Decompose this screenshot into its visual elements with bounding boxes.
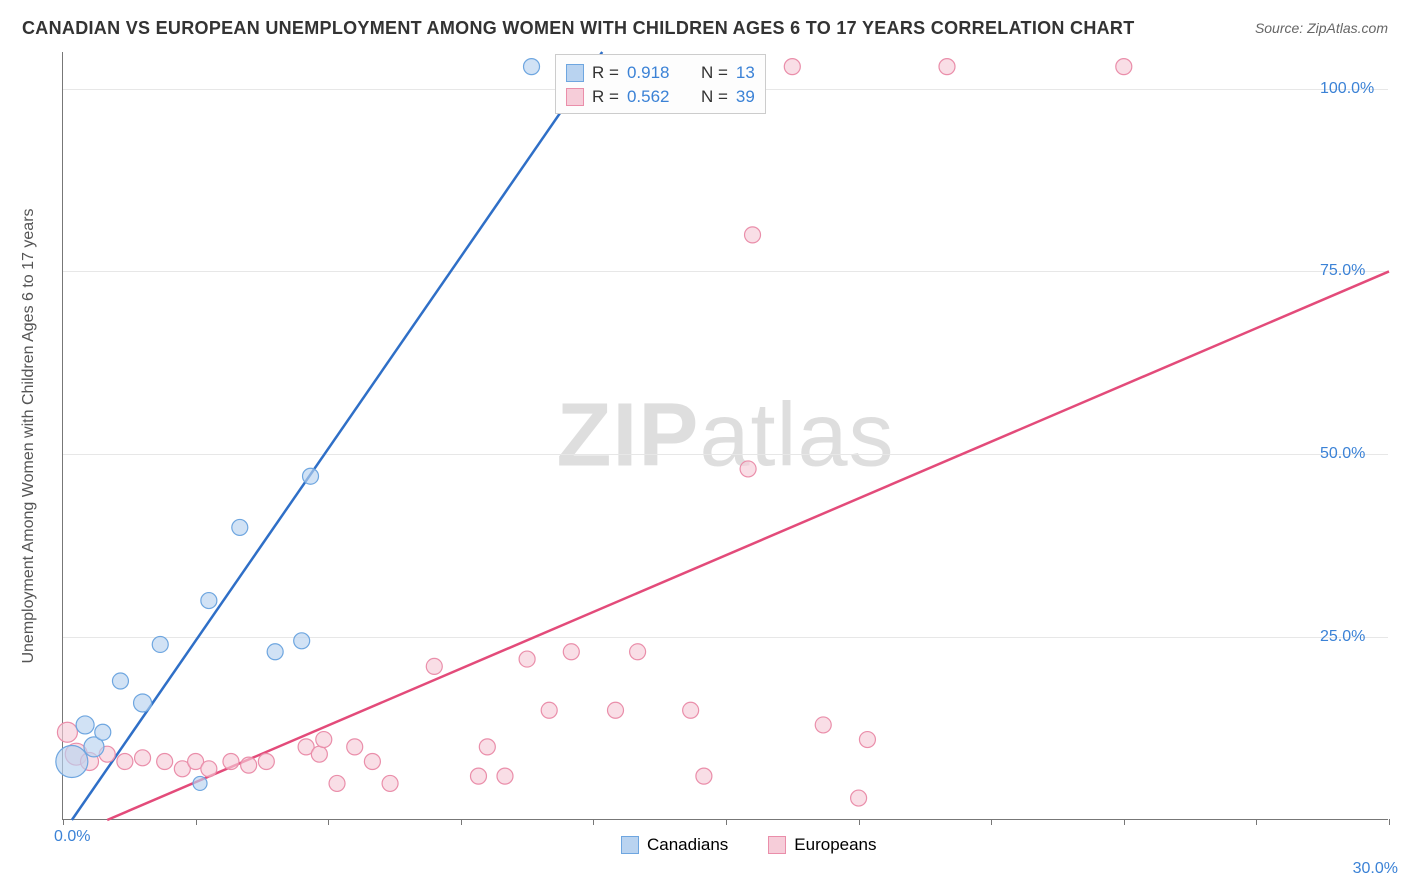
n-label: N = (701, 61, 728, 85)
y-axis-label: Unemployment Among Women with Children A… (20, 208, 38, 663)
swatch-canadians (566, 64, 584, 82)
n-label: N = (701, 85, 728, 109)
correlation-legend: R = 0.918 N = 13 R = 0.562 N = 39 (555, 54, 766, 114)
n-value-europeans: 39 (736, 85, 755, 109)
x-axis-label-max: 30.0% (1353, 860, 1398, 878)
r-label: R = (592, 61, 619, 85)
legend-item-canadians: Canadians (621, 835, 728, 855)
legend-label-europeans: Europeans (794, 835, 876, 855)
swatch-canadians-icon (621, 836, 639, 854)
legend-row-canadians: R = 0.918 N = 13 (566, 61, 755, 85)
r-value-canadians: 0.918 (627, 61, 683, 85)
y-tick-label: 50.0% (1320, 445, 1380, 463)
n-value-canadians: 13 (736, 61, 755, 85)
r-value-europeans: 0.562 (627, 85, 683, 109)
source-credit: Source: ZipAtlas.com (1255, 20, 1388, 36)
legend-label-canadians: Canadians (647, 835, 728, 855)
y-tick-label: 75.0% (1320, 262, 1380, 280)
swatch-europeans (566, 88, 584, 106)
y-tick-label: 100.0% (1320, 80, 1380, 98)
swatch-europeans-icon (768, 836, 786, 854)
y-tick-label: 25.0% (1320, 628, 1380, 646)
chart-svg (63, 52, 1388, 819)
series-legend: Canadians Europeans (621, 835, 877, 855)
plot-area: ZIPatlas R = 0.918 N = 13 R = 0.562 N = … (62, 52, 1388, 820)
legend-item-europeans: Europeans (768, 835, 876, 855)
chart-title: CANADIAN VS EUROPEAN UNEMPLOYMENT AMONG … (22, 18, 1135, 39)
r-label: R = (592, 85, 619, 109)
x-axis-label-min: 0.0% (54, 828, 90, 846)
legend-row-europeans: R = 0.562 N = 39 (566, 85, 755, 109)
